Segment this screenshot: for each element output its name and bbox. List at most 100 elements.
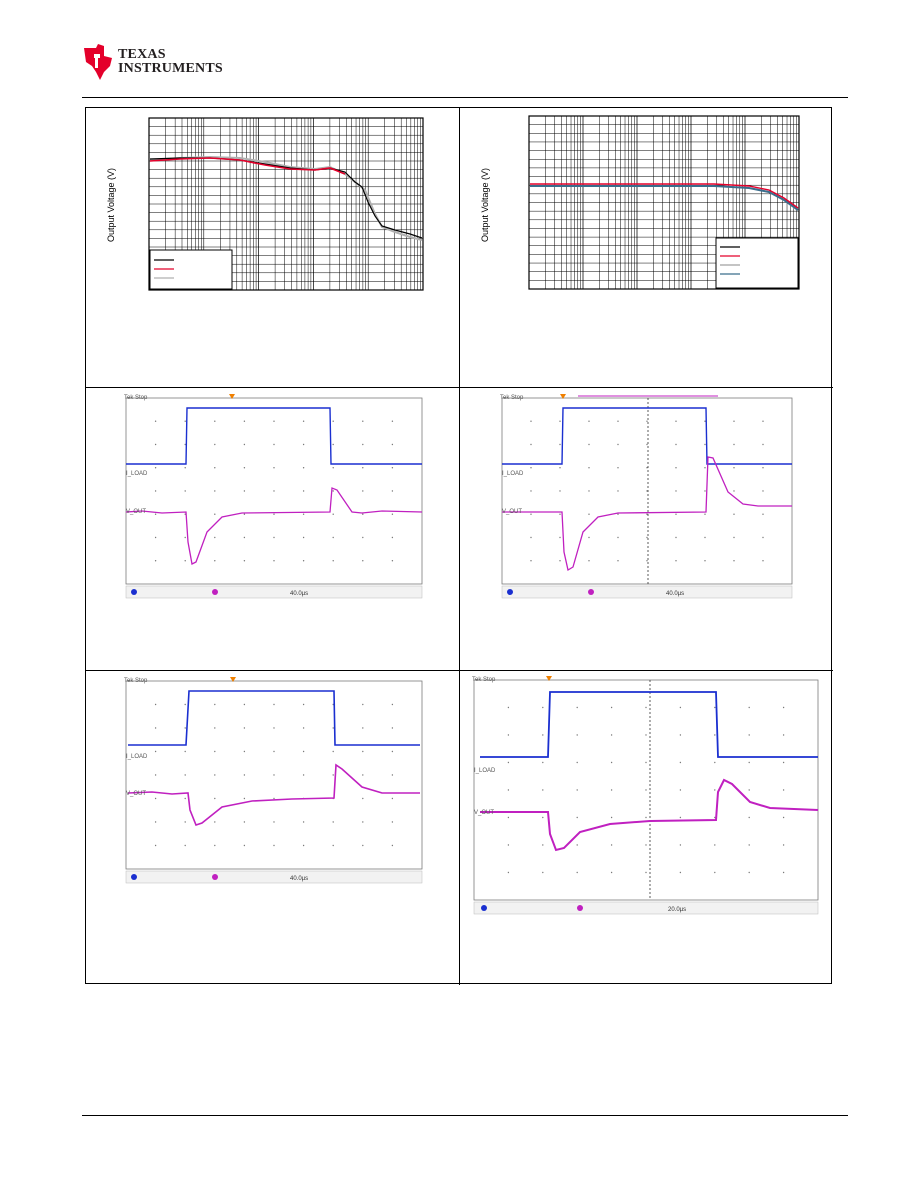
graticule-dot xyxy=(617,560,619,562)
scope2-status-bar xyxy=(501,585,793,599)
graticule-dot xyxy=(362,443,364,446)
graticule-dot xyxy=(273,513,275,515)
graticule-dot xyxy=(679,871,682,874)
graticule-dot xyxy=(542,816,544,819)
plot-right-series-4 xyxy=(530,185,799,211)
graticule-dot xyxy=(302,536,305,539)
graticule-dot xyxy=(542,871,544,874)
graticule-dot xyxy=(184,774,186,776)
grid-divider-vertical xyxy=(459,108,460,985)
graticule-dot xyxy=(576,761,578,764)
scope4-ch2-tag: V_OUT xyxy=(474,810,494,816)
graticule-dot xyxy=(391,750,394,753)
scope3-status: Tek Stop xyxy=(124,678,148,684)
scope2-ch2-indicator-icon xyxy=(588,589,594,595)
graticule-dot xyxy=(646,467,648,469)
graticule-dot xyxy=(507,706,510,709)
graticule-dot xyxy=(273,727,275,729)
graticule-dot xyxy=(762,467,764,469)
graticule-dots xyxy=(154,703,394,847)
graticule-dot xyxy=(184,844,186,847)
graticule-dot xyxy=(332,750,334,753)
graticule-dot xyxy=(184,490,186,492)
graticule-dot xyxy=(714,761,716,764)
graticule-dot xyxy=(610,816,613,819)
graticule-dot xyxy=(302,513,305,515)
graticule-dot xyxy=(273,443,275,446)
graticule-dot xyxy=(154,750,157,753)
graticule-dot xyxy=(542,734,544,736)
plot-right-ylabel: Output Voltage (V) xyxy=(480,168,490,242)
graticule-dot xyxy=(645,816,647,819)
scope2-ch2-trace xyxy=(502,456,792,572)
graticule-dot xyxy=(733,467,735,469)
graticule-dot xyxy=(762,490,764,492)
scope-capture-4: Tek Stop I_LOAD V_OUT 20.0µs xyxy=(470,674,822,916)
graticule-dot xyxy=(542,706,544,709)
graticule-dot xyxy=(542,789,544,791)
graticule-dot xyxy=(154,490,157,492)
graticule-dot xyxy=(610,761,613,764)
scope3-ch1-trace xyxy=(128,690,420,746)
graticule-dot xyxy=(362,513,364,515)
graticule-dot xyxy=(610,734,613,736)
graticule-dot xyxy=(391,774,394,776)
scope4-ch2-trace xyxy=(480,778,819,852)
graticule-dot xyxy=(576,816,578,819)
graticule-dot xyxy=(507,789,510,791)
graticule-dot xyxy=(362,750,364,753)
graticule-dot xyxy=(542,761,544,764)
graticule-dot xyxy=(391,536,394,539)
graticule-dot xyxy=(675,467,677,469)
graticule-dot xyxy=(302,727,305,729)
scope3-status-bar xyxy=(125,870,423,884)
graticule-dot xyxy=(332,821,334,823)
graticule-dot xyxy=(704,443,706,446)
graticule-dot xyxy=(214,536,216,539)
graticule-dot xyxy=(214,727,216,729)
graticule-dot xyxy=(645,871,647,874)
graticule-dot xyxy=(714,844,716,846)
graticule-dot xyxy=(704,467,706,469)
scope2-ch1-indicator-icon xyxy=(507,589,513,595)
graticule-dot xyxy=(302,821,305,823)
graticule-dot xyxy=(302,467,305,469)
graticule-dot xyxy=(559,467,561,469)
graticule-dot xyxy=(273,560,275,562)
graticule-dot xyxy=(154,821,157,823)
graticule-dot xyxy=(748,789,750,791)
scope1-ch2-indicator-icon xyxy=(212,589,218,595)
graticule-dot xyxy=(646,513,648,515)
graticule-dot xyxy=(273,703,275,706)
graticule-dot xyxy=(588,467,590,469)
graticule-dot xyxy=(362,774,364,776)
graticule-dot xyxy=(507,816,510,819)
graticule-dot xyxy=(391,467,394,469)
scope-capture-1: Tek Stop I_LOAD V_OUT 40.0µs xyxy=(122,392,426,602)
graticule-dot xyxy=(154,536,157,539)
scope1-ch2-tag: V_OUT xyxy=(126,509,146,515)
graticule-dot xyxy=(714,816,716,819)
graticule-dot xyxy=(530,443,532,446)
graticule-dot xyxy=(576,706,578,709)
graticule-dot xyxy=(154,513,157,515)
graticule-dot xyxy=(530,490,532,492)
graticule-dot xyxy=(243,560,246,562)
graticule-dot xyxy=(243,490,246,492)
graticule-dot xyxy=(243,420,246,422)
grid-divider-row2 xyxy=(86,670,833,671)
graticule-dot xyxy=(782,816,785,819)
graticule-dot xyxy=(588,443,590,446)
header-rule xyxy=(82,97,848,98)
graticule-dot xyxy=(362,467,364,469)
graticule-dot xyxy=(704,420,706,422)
scope2-timebase: 40.0µs xyxy=(666,591,684,597)
graticule-dot xyxy=(559,490,561,492)
graticule-dot xyxy=(704,490,706,492)
graticule-dot xyxy=(214,513,216,515)
graticule-dot xyxy=(332,443,334,446)
graticule-dot xyxy=(679,844,682,846)
graticule-dot xyxy=(243,774,246,776)
graticule-dot xyxy=(184,727,186,729)
scope2-ch1-tag: I_LOAD xyxy=(502,471,524,477)
